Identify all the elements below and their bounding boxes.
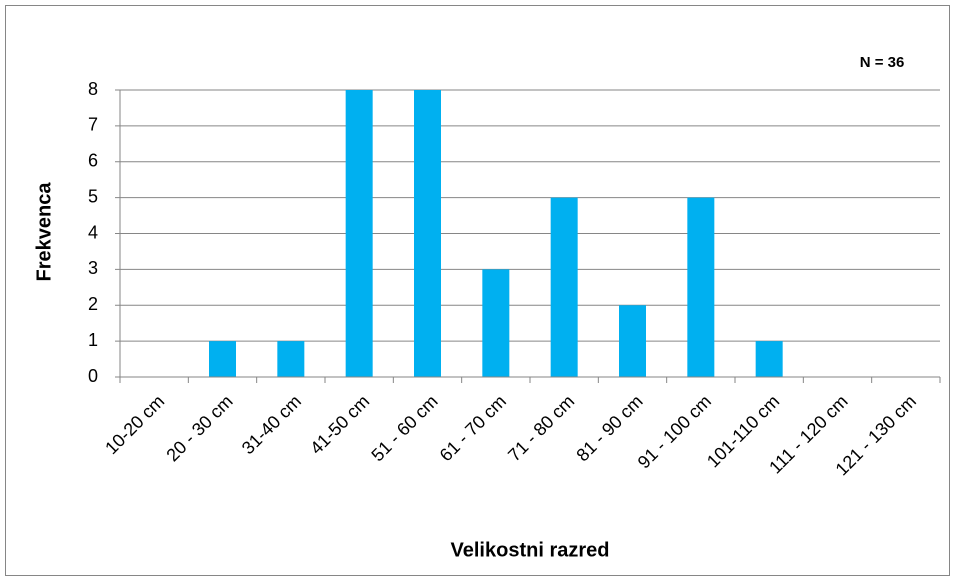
y-tick-label: 8: [88, 79, 98, 99]
y-tick-label: 7: [88, 115, 98, 135]
bar: [345, 90, 373, 377]
bar: [687, 197, 715, 377]
y-tick-label: 5: [88, 186, 98, 206]
y-tick-label: 0: [88, 366, 98, 386]
annotation: N = 36: [860, 54, 905, 71]
bar: [550, 197, 578, 377]
y-tick-label: 3: [88, 258, 98, 278]
y-tick-label: 1: [88, 330, 98, 350]
chart-border: [5, 5, 950, 576]
bar: [482, 269, 510, 377]
bar: [414, 90, 441, 377]
y-tick-label: 2: [88, 294, 98, 314]
bar: [755, 341, 783, 377]
bar: [277, 341, 305, 377]
y-tick-label: 4: [88, 222, 98, 242]
x-axis-title: Velikostni razred: [451, 539, 610, 561]
y-axis-title: Frekvenca: [33, 182, 55, 282]
bar: [209, 341, 236, 377]
y-tick-label: 6: [88, 151, 98, 171]
bar: [619, 305, 646, 377]
